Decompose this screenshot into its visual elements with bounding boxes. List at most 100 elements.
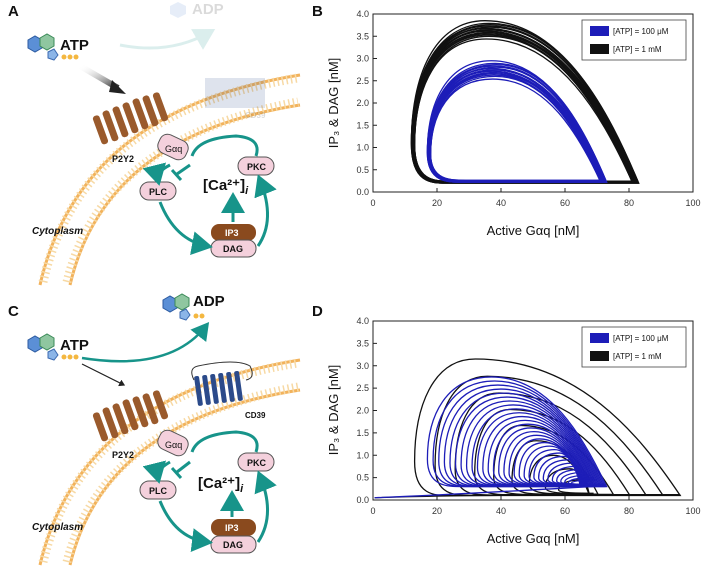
gaq-node-c <box>157 429 189 457</box>
gaq-to-plc-arrow-a <box>142 162 171 186</box>
ytick-label-d-4: 2.0 <box>356 406 369 416</box>
cytoplasm-label-a: Cytoplasm <box>32 226 83 237</box>
ytick-label-d-8: 4.0 <box>356 316 369 326</box>
loop-d-11 <box>487 419 593 487</box>
adp-molecule-c <box>162 293 205 321</box>
xtick-label-b-3: 60 <box>560 198 570 208</box>
plc-to-dag-arrow-c <box>158 500 213 553</box>
atp-label-a: ATP <box>60 37 89 54</box>
atp-molecule-c <box>27 333 79 361</box>
xtick-label-d-5: 100 <box>685 506 700 516</box>
axis-ticks-b: 0 20 40 60 80 100 0.0 0.5 1.0 1.5 2.0 2.5 3.0 3.5 4.0 <box>356 9 700 208</box>
adp-label-a: ADP <box>192 1 224 18</box>
adp-label-c: ADP <box>193 293 225 310</box>
gaq-label-c: Gαq <box>165 440 182 450</box>
atp-label-c: ATP <box>60 337 89 354</box>
ytick-label-d-3: 1.5 <box>356 428 369 438</box>
gaq-label-a: Gαq <box>165 144 182 154</box>
atp-binding-arrow-c <box>81 363 126 387</box>
cd39-enzyme-c <box>191 361 253 406</box>
legend-swatch-blue-d <box>590 333 609 343</box>
panel-c: C ADP ATP <box>8 293 301 566</box>
ytick-label-b-1: 0.5 <box>356 165 369 175</box>
loop-d-0 <box>426 376 608 488</box>
gaq-node-a <box>157 133 189 161</box>
series-b-blue <box>426 60 608 183</box>
dag-to-pkc-arrow-a <box>254 174 277 247</box>
loop-d-12 <box>492 423 592 487</box>
loop-d-3 <box>443 388 604 487</box>
dag-label-a: DAG <box>223 244 243 254</box>
panel-letter-d: D <box>312 303 323 320</box>
ip3-node-a <box>211 224 256 241</box>
xtick-label-d-0: 0 <box>370 506 375 516</box>
ytick-label-b-6: 3.0 <box>356 54 369 64</box>
legend-label-black-b: [ATP] = 1 mM <box>613 45 662 54</box>
xtick-label-b-4: 80 <box>624 198 634 208</box>
loop-d-13 <box>498 427 591 487</box>
ytick-label-b-3: 1.5 <box>356 120 369 130</box>
pkc-feedback-arc-a <box>190 134 259 157</box>
series-d-blue <box>374 376 608 499</box>
pkc-label-c: PKC <box>247 458 267 468</box>
atp-arrow-head-a <box>109 80 126 94</box>
xtick-label-d-1: 20 <box>432 506 442 516</box>
ytick-label-b-8: 4.0 <box>356 9 369 19</box>
loop-d-0 <box>413 358 682 497</box>
calcium-label-c: [Ca²⁺]i <box>198 475 244 495</box>
inhibition-line-a <box>176 163 191 176</box>
pkc-label-a: PKC <box>247 162 267 172</box>
ytick-label-d-2: 1.0 <box>356 450 369 460</box>
loop-d-29 <box>570 479 607 485</box>
panel-letter-c: C <box>8 303 19 320</box>
loop-d-7 <box>465 404 599 487</box>
cd39-label-c: CD39 <box>245 411 266 420</box>
xtick-label-d-2: 40 <box>496 506 506 516</box>
curves-b <box>410 20 640 184</box>
loop-d-8 <box>471 408 597 487</box>
ytick-label-b-0: 0.0 <box>356 187 369 197</box>
inhibition-bar-c <box>170 466 183 480</box>
loop-d-1 <box>432 380 607 488</box>
ip3-label-c: IP3 <box>225 523 239 533</box>
legend-swatch-blue-b <box>590 26 609 36</box>
ytick-label-b-5: 2.5 <box>356 76 369 86</box>
panel-letter-a: A <box>8 3 19 20</box>
xtick-label-d-4: 80 <box>624 506 634 516</box>
loop-d-9 <box>476 412 596 487</box>
loop-d-6 <box>460 400 600 487</box>
loop-d-2 <box>438 384 605 488</box>
legend-swatch-black-d <box>590 351 609 361</box>
loop-b-17 <box>429 78 601 182</box>
calcium-label-a: [Ca²⁺]i <box>203 177 249 197</box>
legend-label-blue-b: [ATP] = 100 μM <box>613 27 669 36</box>
plc-label-c: PLC <box>149 486 168 496</box>
loop-d-10 <box>482 415 595 487</box>
p2y2-receptor-c <box>92 390 169 442</box>
p2y2-receptor-a <box>92 92 169 145</box>
panel-b: B 0 20 40 60 80 100 0.0 0.5 1.0 1.5 2.0 2.5 3.0 3.5 4.… <box>312 3 701 238</box>
axis-ticks-d: 0 20 40 60 80 100 0.0 0.5 1.0 1.5 2.0 2.5 3.0 3.5 4.0 <box>356 316 700 516</box>
inhibition-line-c <box>176 460 191 474</box>
panel-a: A ADP CD39 ATP <box>8 1 301 286</box>
inhibition-bar-a <box>170 168 183 182</box>
dag-to-pkc-arrow-c <box>254 470 277 543</box>
loop-d-14 <box>503 430 589 487</box>
legend-label-black-d: [ATP] = 1 mM <box>613 352 662 361</box>
legend-swatch-black-b <box>590 44 609 54</box>
atp-to-adp-arrow-c <box>81 322 210 363</box>
ip3-node-c <box>211 519 256 536</box>
curves-d <box>374 358 682 499</box>
ytick-label-b-4: 2.0 <box>356 98 369 108</box>
ytick-label-b-7: 3.5 <box>356 31 369 41</box>
ytick-label-b-2: 1.0 <box>356 143 369 153</box>
ytick-label-d-6: 3.0 <box>356 361 369 371</box>
loop-d-15 <box>508 434 588 487</box>
transient-d <box>374 485 607 499</box>
gaq-to-plc-arrow-c <box>142 460 171 484</box>
p2y2-label-c: P2Y2 <box>112 450 134 460</box>
xtick-label-b-1: 20 <box>432 198 442 208</box>
loop-b-17 <box>413 38 633 182</box>
adp-faded-a: ADP CD39 <box>119 1 266 120</box>
xtick-label-b-5: 100 <box>685 198 700 208</box>
